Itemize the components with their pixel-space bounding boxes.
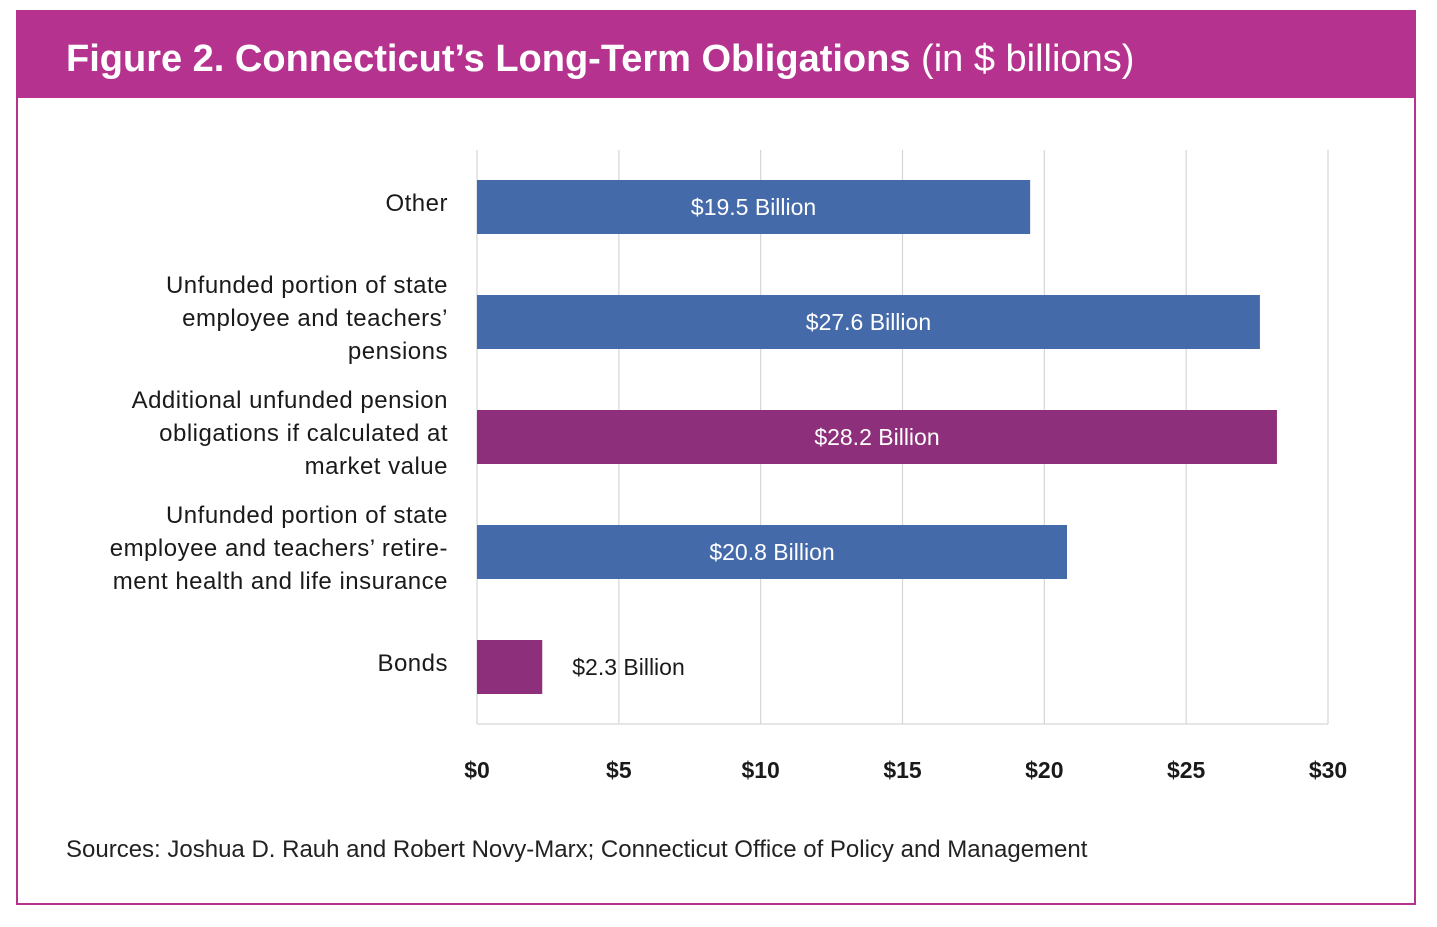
category-label: Bonds: [377, 650, 448, 677]
category-label: pensions: [348, 338, 448, 365]
category-label: Unfunded portion of state: [166, 502, 448, 529]
bar: [477, 295, 1260, 349]
x-tick-label: $25: [1167, 757, 1206, 783]
x-tick-label: $20: [1025, 757, 1063, 783]
x-tick-label: $5: [606, 757, 632, 783]
source-note: Sources: Joshua D. Rauh and Robert Novy-…: [66, 836, 1088, 863]
category-label: ment health and life insurance: [113, 568, 448, 595]
bar: [477, 180, 1031, 234]
data-label: $28.2 Billion: [814, 424, 939, 450]
category-label: Other: [385, 190, 448, 217]
data-label: $19.5 Billion: [691, 194, 816, 220]
figure-title-units: (in $ billions): [921, 38, 1135, 80]
data-label: $20.8 Billion: [709, 539, 834, 565]
bar: [477, 410, 1277, 464]
x-tick-label: $15: [883, 757, 922, 783]
category-label: obligations if calculated at: [159, 420, 448, 447]
category-label: market value: [305, 453, 448, 480]
x-tick-label: $0: [464, 757, 490, 783]
category-label: employee and teachers’: [182, 305, 448, 332]
x-tick-label: $30: [1309, 757, 1347, 783]
category-label: employee and teachers’ retire-: [110, 535, 448, 562]
data-label: $27.6 Billion: [806, 309, 931, 335]
bar: [477, 525, 1068, 579]
data-label: $2.3 Billion: [572, 654, 685, 680]
figure-title-main: Figure 2. Connecticut’s Long-Term Obliga…: [66, 38, 911, 80]
category-label: Unfunded portion of state: [166, 272, 448, 299]
bar: [477, 640, 543, 694]
x-tick-label: $10: [741, 757, 779, 783]
figure-title: Figure 2. Connecticut’s Long-Term Obliga…: [66, 36, 1134, 82]
category-label: Additional unfunded pension: [132, 387, 448, 414]
figure-header: Figure 2. Connecticut’s Long-Term Obliga…: [18, 12, 1414, 98]
